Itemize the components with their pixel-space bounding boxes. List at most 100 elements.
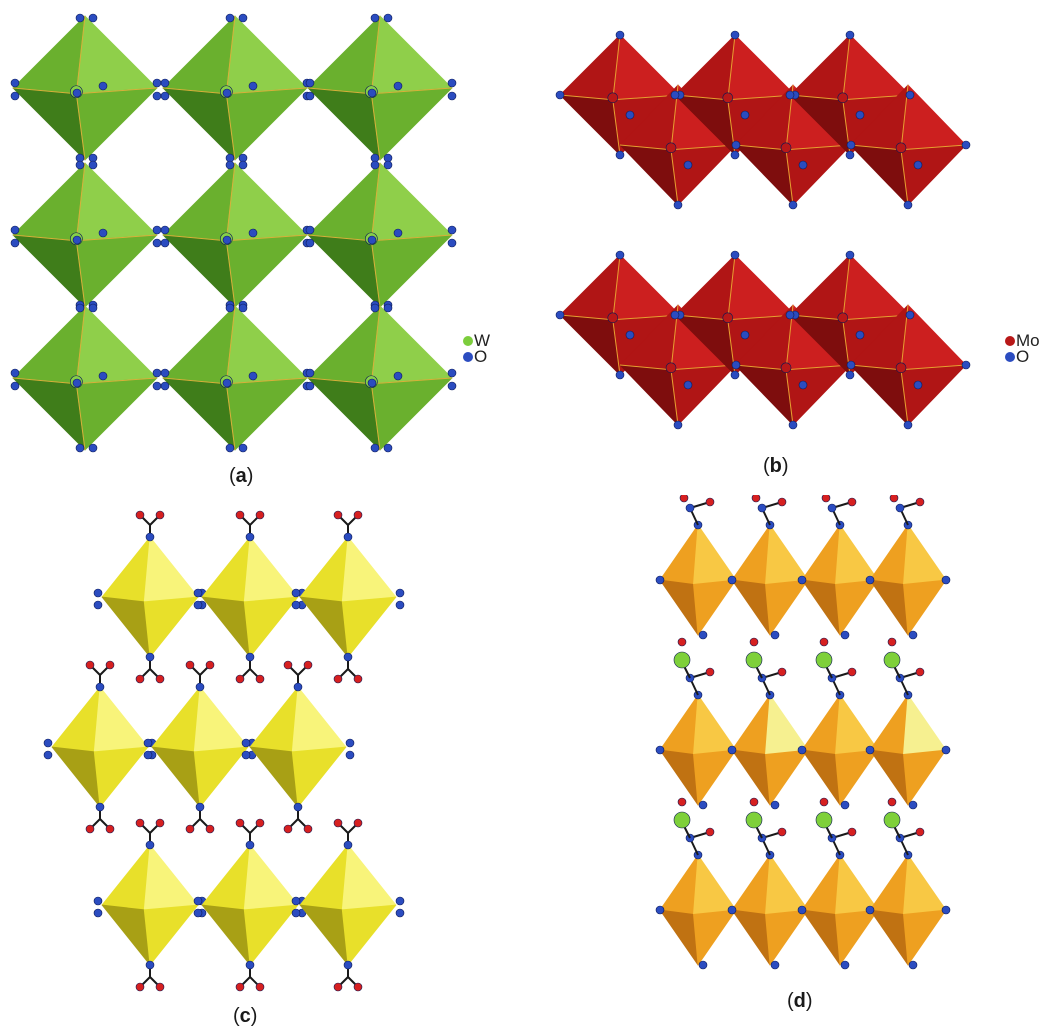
octahedron-face xyxy=(835,749,879,806)
oxygen-atom xyxy=(195,802,205,812)
octahedron-edge xyxy=(670,149,679,206)
octahedron-face xyxy=(869,524,909,585)
oxygen-atom xyxy=(248,371,258,381)
legend-entry-o-b: O xyxy=(1005,348,1040,365)
octahedron-edge xyxy=(842,34,851,100)
octahedron-face xyxy=(370,162,453,242)
octahedron-face xyxy=(842,34,911,101)
red-oxygen-atom xyxy=(283,824,293,834)
oxygen-atom xyxy=(305,91,315,101)
octahedron-face xyxy=(201,844,251,911)
octahedron-edge xyxy=(370,93,381,161)
oxygen-atom xyxy=(367,88,377,98)
oxygen-atom xyxy=(241,738,251,748)
oxygen-atom xyxy=(797,575,807,585)
oxygen-atom xyxy=(865,745,875,755)
red-oxygen-atom xyxy=(185,660,195,670)
legend-entry-w: W xyxy=(463,331,491,350)
octahedron-edge xyxy=(559,314,613,321)
red-oxygen-atom xyxy=(235,818,245,828)
oxygen-atom xyxy=(291,588,301,598)
oxygen-atom xyxy=(248,228,258,238)
oxygen-atom xyxy=(615,250,625,260)
panel-a-diagram xyxy=(0,0,470,460)
octahedron-edge xyxy=(162,234,227,242)
red-oxygen-atom xyxy=(821,495,831,503)
octahedron-face xyxy=(869,909,909,966)
oxygen-atom xyxy=(625,110,635,120)
oxygen-atom xyxy=(393,228,403,238)
oxygen-atom xyxy=(367,235,377,245)
oxygen-atom xyxy=(88,303,98,313)
oxygen-atom xyxy=(143,738,153,748)
oxygen-atom xyxy=(730,370,740,380)
oxygen-atom xyxy=(447,238,457,248)
octahedron-edge xyxy=(307,377,372,385)
oxygen-atom xyxy=(673,420,683,430)
oxygen-atom xyxy=(160,238,170,248)
oxygen-atom xyxy=(143,750,153,760)
octahedron-edge xyxy=(12,234,77,242)
red-oxygen-atom xyxy=(85,660,95,670)
octahedron-face xyxy=(51,686,101,753)
oxygen-atom xyxy=(93,908,103,918)
oxygen-atom xyxy=(615,30,625,40)
oxygen-atom xyxy=(225,160,235,170)
oxygen-atom xyxy=(152,225,162,235)
octahedron-edge xyxy=(370,305,381,384)
octahedron-edge xyxy=(849,144,902,151)
red-oxygen-atom xyxy=(353,510,363,520)
oxygen-atom xyxy=(655,905,665,915)
octahedron-face xyxy=(243,904,299,966)
metal-atom xyxy=(665,362,677,374)
red-oxygen-atom xyxy=(705,667,715,677)
octahedron-face xyxy=(307,234,381,308)
octahedron-face xyxy=(903,854,947,915)
octahedron-face xyxy=(765,854,809,915)
octahedron-face xyxy=(835,694,879,755)
oxygen-atom xyxy=(225,13,235,23)
octahedron-edge xyxy=(75,305,86,384)
red-oxygen-atom xyxy=(777,667,787,677)
octahedron-face xyxy=(835,854,879,915)
oxygen-atom xyxy=(225,303,235,313)
octahedron-face xyxy=(903,749,947,806)
oxygen-atom xyxy=(152,381,162,391)
oxygen-atom xyxy=(160,91,170,101)
red-oxygen-atom xyxy=(819,637,829,647)
red-oxygen-atom xyxy=(155,982,165,992)
oxygen-atom xyxy=(798,160,808,170)
oxygen-atom xyxy=(238,443,248,453)
octahedron-edge xyxy=(76,234,158,242)
octahedron-face xyxy=(249,686,299,753)
oxygen-atom xyxy=(93,588,103,598)
octahedron-face xyxy=(765,749,809,806)
oxygen-atom xyxy=(10,368,20,378)
red-oxygen-atom xyxy=(185,824,195,834)
octahedron-face xyxy=(670,364,737,426)
octahedron-face xyxy=(835,579,879,636)
oxygen-atom xyxy=(238,303,248,313)
caption-b: (b) xyxy=(763,455,789,477)
red-oxygen-atom xyxy=(353,674,363,684)
red-oxygen-atom xyxy=(235,982,245,992)
octahedron-edge xyxy=(225,162,236,241)
oxygen-atom xyxy=(555,310,565,320)
octahedron-face xyxy=(801,579,841,636)
oxygen-atom xyxy=(193,600,203,610)
oxygen-atom xyxy=(95,802,105,812)
octahedron-face xyxy=(225,234,308,308)
octahedron-edge xyxy=(75,240,86,308)
oxygen-atom xyxy=(88,443,98,453)
octahedron-face xyxy=(659,579,699,636)
oxygen-atom xyxy=(88,13,98,23)
octahedron-face xyxy=(900,364,967,426)
octahedron-face xyxy=(801,909,841,966)
legend-label-w: W xyxy=(474,331,491,350)
red-oxygen-atom xyxy=(705,827,715,837)
oxygen-atom xyxy=(625,330,635,340)
octahedron-face xyxy=(734,144,794,206)
oxygen-atom xyxy=(447,78,457,88)
oxygen-atom xyxy=(770,800,780,810)
oxygen-atom xyxy=(770,630,780,640)
